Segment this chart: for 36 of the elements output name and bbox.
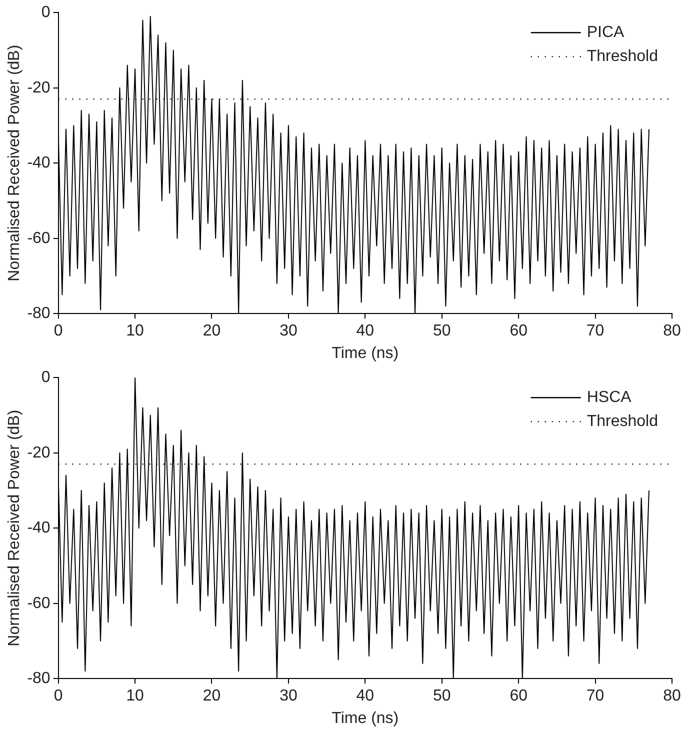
y-tick-label: -80 — [27, 670, 50, 688]
y-tick-label: -20 — [27, 444, 50, 462]
y-tick-label: 0 — [41, 369, 50, 386]
y-axis-title: Normalised Received Power (dB) — [6, 410, 24, 646]
y-tick-label: -20 — [27, 79, 50, 96]
x-tick-label: 40 — [356, 322, 374, 340]
x-tick-label: 20 — [202, 688, 221, 705]
x-tick-label: 10 — [126, 322, 144, 340]
x-tick-label: 20 — [202, 322, 221, 340]
x-tick-label: 60 — [510, 322, 528, 340]
x-tick-label: 80 — [663, 688, 681, 705]
y-tick-label: -80 — [27, 305, 50, 322]
legend-label: PICA — [586, 24, 625, 42]
x-axis-title: Time (ns) — [332, 710, 399, 727]
x-tick-label: 70 — [586, 688, 604, 705]
x-tick-label: 80 — [663, 322, 681, 340]
legend-label: Threshold — [586, 413, 658, 430]
x-tick-label: 30 — [280, 688, 298, 705]
x-tick-label: 50 — [432, 688, 451, 705]
x-tick-label: 30 — [280, 322, 298, 340]
x-tick-label: 10 — [126, 688, 144, 705]
x-tick-label: 50 — [432, 322, 451, 340]
x-tick-label: 40 — [356, 688, 374, 705]
legend-label: HSCA — [586, 389, 632, 406]
x-tick-label: 0 — [54, 322, 63, 340]
y-tick-label: 0 — [41, 4, 50, 22]
y-axis-title: Normalised Received Power (dB) — [6, 44, 24, 282]
y-tick-label: -40 — [27, 154, 50, 172]
x-tick-label: 70 — [586, 322, 604, 340]
y-tick-label: -60 — [27, 594, 50, 612]
y-tick-label: -40 — [27, 520, 50, 537]
x-axis-title: Time (ns) — [332, 344, 399, 362]
y-tick-label: -60 — [27, 230, 50, 247]
x-tick-label: 0 — [54, 688, 63, 705]
legend-label: Threshold — [586, 48, 658, 66]
x-tick-label: 60 — [510, 688, 528, 705]
